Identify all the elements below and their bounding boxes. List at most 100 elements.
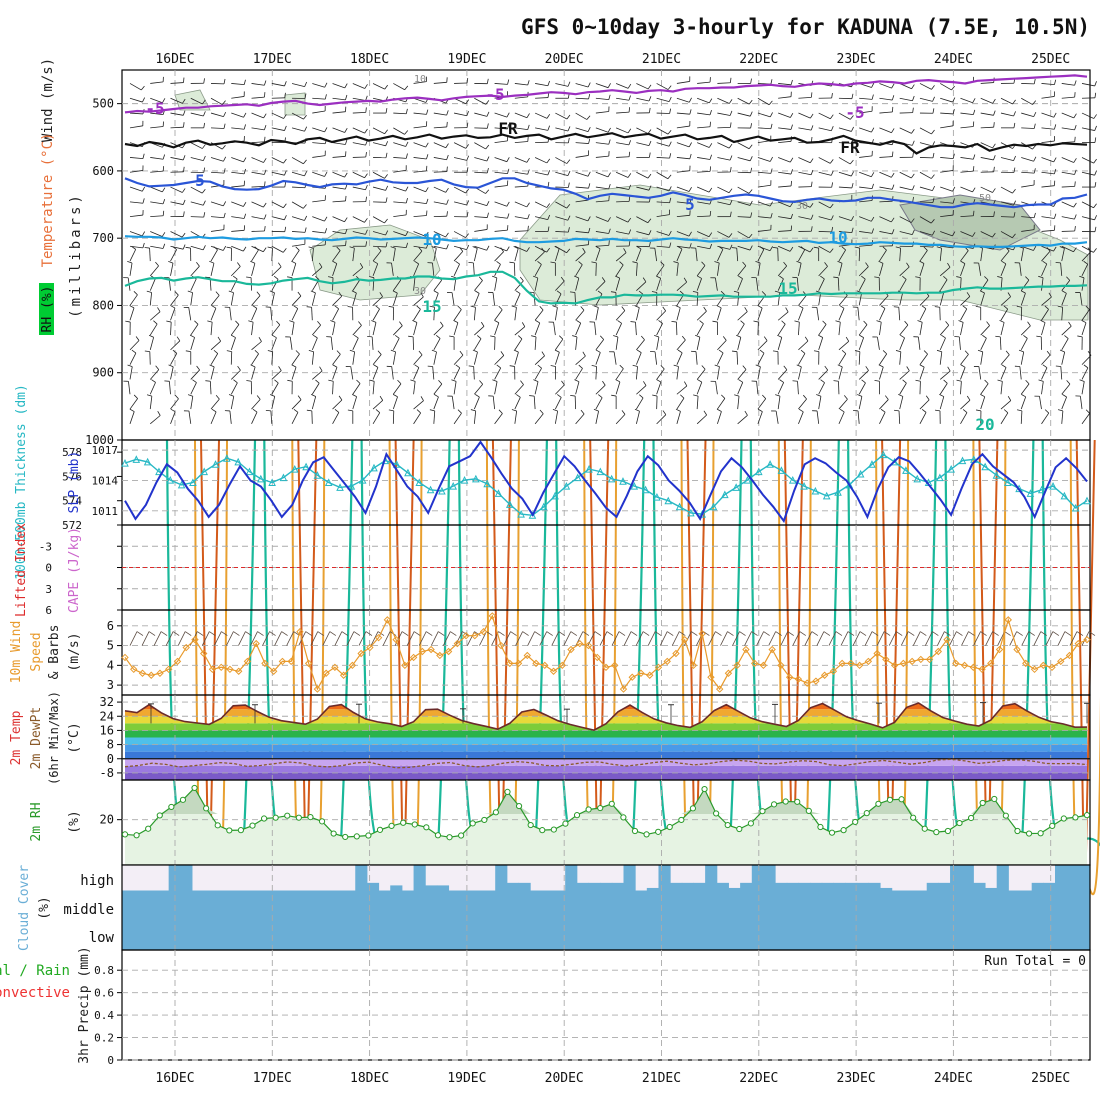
rh2m-point (285, 813, 290, 818)
ylabel-wind10m-barbs: & Barbs (47, 625, 62, 680)
temp-ticklabel: -8 (100, 766, 114, 780)
day-label-top: 24DEC (934, 52, 973, 67)
temp-band (122, 745, 1090, 752)
rh2m-point (714, 811, 719, 816)
contour-label: -5 (485, 85, 504, 104)
wind-ticklabel: 5 (107, 639, 114, 653)
run-total-label: Run Total = 0 (984, 954, 1086, 969)
wind-barb-flag (1075, 137, 1076, 142)
rh2m-point (366, 833, 371, 838)
rh2m-point (1015, 828, 1020, 833)
rh-contour-label: 30 (796, 201, 808, 212)
ylabel-lifted-index: Lifted Index (14, 523, 29, 617)
cloud-high-bar (693, 883, 705, 891)
rh2m-point (482, 817, 487, 822)
rh2m-point (795, 799, 800, 804)
rh2m-point (169, 804, 174, 809)
cloud-high-bar (507, 883, 519, 891)
rh2m-point (748, 821, 753, 826)
cloud-high-bar (798, 883, 810, 891)
ylabel-2m-rh-unit: (%) (67, 810, 82, 833)
ylabel-precip-total: Total / Rain (0, 963, 70, 979)
rh2m-point (1073, 815, 1078, 820)
day-label-top: 25DEC (1031, 52, 1070, 67)
precip-ticklabel: 0.8 (94, 964, 114, 977)
wind-barb-flag (183, 78, 184, 83)
chart-title: GFS 0~10day 3-hourly for KADUNA (7.5E, 1… (521, 15, 1090, 39)
wind-barb-flag (1056, 366, 1061, 367)
rh-contour-label: 10 (414, 74, 426, 85)
rh2m-point (354, 834, 359, 839)
cloud-mid-low (122, 891, 1090, 951)
precip-ticklabel: 0.4 (94, 1009, 114, 1022)
ylabel-cloud-unit: (%) (37, 896, 52, 919)
cloud-high-bar (938, 883, 950, 891)
cloud-high-bar (1055, 865, 1067, 891)
cloud-high-bar (763, 865, 775, 891)
cloud-ticklabel: high (80, 873, 114, 889)
contour-label: -5 (845, 103, 864, 122)
wind-barb-flag (447, 122, 448, 127)
upper-ticklabel: 900 (92, 366, 114, 380)
cloud-high-bar (728, 888, 740, 891)
rh2m-point (563, 821, 568, 826)
rh2m-point (574, 813, 579, 818)
ylabel-2m-minmax: (6hr Min/Max) (47, 691, 61, 785)
rh-ticklabel: 20 (100, 813, 114, 827)
rh2m-point (389, 823, 394, 828)
rh2m-point (1050, 823, 1055, 828)
cloud-high-bar (612, 883, 624, 891)
temp-ticklabel: 16 (100, 723, 114, 737)
rh2m-point (829, 830, 834, 835)
wind-barb-flag (468, 262, 473, 263)
cloud-high-bar (647, 888, 659, 891)
wind-barb-flag (892, 152, 893, 157)
rh2m-point (1061, 816, 1066, 821)
rh2m-point (632, 828, 637, 833)
rh2m-point (204, 806, 209, 811)
contour-label: 15 (778, 279, 797, 298)
day-label-top: 20DEC (545, 52, 584, 67)
wind-barb-flag (629, 107, 630, 112)
cloud-ticklabel: middle (63, 902, 114, 918)
rh2m-point (435, 833, 440, 838)
wind-barb-flag (793, 381, 798, 382)
ylabel-temperature: Temperature (°C) (40, 133, 56, 268)
temp-band (122, 766, 1090, 773)
ylabel-millibars: (millibars) (68, 192, 84, 318)
wind-ticklabel: 4 (107, 658, 114, 672)
stab-ticklabel: 0 (45, 562, 52, 575)
day-label-bottom: 21DEC (642, 1071, 681, 1086)
rh2m-point (968, 815, 973, 820)
rh2m-point (273, 815, 278, 820)
cloud-high-bar (355, 865, 367, 891)
wind-barb-flag (811, 92, 812, 97)
wind-ticklabel: 3 (107, 678, 114, 692)
upper-ticklabel: 800 (92, 298, 114, 312)
cloud-high-bar (973, 883, 985, 891)
cloud-high-bar (425, 885, 437, 890)
cloud-high-bar (740, 883, 752, 891)
wind-barb-flag (631, 322, 636, 323)
rh2m-point (667, 824, 672, 829)
cloud-high-bar (880, 888, 892, 891)
rh2m-point (215, 823, 220, 828)
day-label-bottom: 20DEC (545, 1071, 584, 1086)
rh2m-point (621, 815, 626, 820)
rh2m-point (493, 810, 498, 815)
wind-barb-flag (529, 396, 534, 397)
cloud-high-bar (833, 883, 845, 891)
rh2m-point (238, 828, 243, 833)
rh2m-point (308, 815, 313, 820)
cloud-high-bar (519, 883, 531, 891)
rh2m-point (227, 828, 232, 833)
rh2m-point (957, 820, 962, 825)
rh2m-point (424, 825, 429, 830)
day-label-bottom: 17DEC (253, 1071, 292, 1086)
cloud-high-bar (670, 883, 682, 891)
rh2m-point (876, 801, 881, 806)
rh2m-point (911, 815, 916, 820)
cloud-high-bar (787, 883, 799, 891)
